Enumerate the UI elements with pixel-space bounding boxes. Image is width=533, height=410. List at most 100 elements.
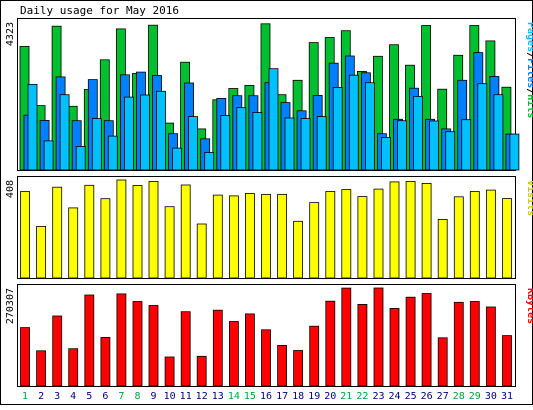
bar-visits-day-19 (309, 202, 320, 279)
series-label-part: / (525, 52, 533, 58)
bar-visits-day-27 (437, 218, 448, 279)
series-label-visits: Visits (525, 180, 533, 216)
bar-kbytes-day-31 (502, 335, 512, 387)
series-label-part: / (525, 88, 533, 94)
bar-pages-day-7 (124, 96, 134, 171)
bar-visits-day-12 (196, 223, 207, 279)
x-tick-label-day-17: 17 (276, 391, 288, 402)
bar-kbytes-day-28 (453, 301, 464, 387)
series-label-part: KBytes (525, 288, 533, 324)
bar-pages-day-11 (188, 116, 199, 171)
bar-kbytes-day-24 (389, 307, 400, 387)
x-tick-label-day-29: 29 (469, 391, 481, 402)
x-tick-label-day-27: 27 (437, 391, 449, 402)
x-tick-label-day-18: 18 (292, 391, 304, 402)
x-tick-label-day-5: 5 (86, 391, 92, 402)
bar-pages-day-25 (413, 96, 423, 171)
bar-pages-day-17 (284, 117, 295, 171)
bar-pages-day-8 (140, 94, 150, 171)
bar-visits-day-4 (68, 207, 79, 279)
bar-pages-day-14 (236, 107, 247, 171)
x-tick-label-day-23: 23 (372, 391, 384, 402)
bar-pages-day-28 (461, 119, 472, 171)
bar-visits-day-1 (20, 191, 30, 279)
x-tick-label-day-8: 8 (134, 391, 140, 402)
bar-pages-day-3 (59, 94, 70, 171)
bar-pages-day-21 (348, 74, 359, 171)
bar-visits-day-3 (52, 186, 63, 279)
bar-kbytes-day-2 (36, 350, 46, 387)
series-label-part: Visits (525, 180, 533, 216)
x-tick-label-day-24: 24 (388, 391, 400, 402)
ymax-label-hits-files-pages: 4323 (5, 22, 16, 46)
chart-title: Daily usage for May 2016 (20, 4, 179, 17)
x-tick-label-day-2: 2 (38, 391, 44, 402)
bar-visits-day-29 (469, 191, 480, 279)
bar-pages-day-23 (380, 137, 391, 171)
bar-pages-day-31 (509, 133, 520, 171)
bar-kbytes-day-23 (373, 287, 384, 387)
bar-pages-day-10 (172, 147, 183, 171)
bar-visits-day-8 (132, 185, 143, 279)
bar-visits-day-23 (373, 188, 384, 279)
bar-visits-day-30 (485, 189, 496, 279)
bar-kbytes-day-27 (437, 337, 448, 387)
bar-visits-day-18 (293, 220, 304, 279)
bar-kbytes-day-3 (52, 315, 63, 387)
bar-pages-day-15 (252, 112, 263, 171)
series-label-kbytes: KBytes (525, 288, 533, 324)
bar-visits-day-6 (100, 198, 111, 279)
bar-kbytes-day-16 (261, 329, 271, 387)
bar-kbytes-day-14 (228, 321, 239, 387)
bar-visits-day-26 (421, 182, 432, 279)
bar-visits-day-25 (405, 180, 416, 279)
x-tick-label-day-10: 10 (164, 391, 176, 402)
bar-kbytes-day-8 (132, 301, 143, 387)
x-tick-label-day-19: 19 (308, 391, 320, 402)
bar-pages-day-9 (156, 90, 166, 171)
bar-pages-day-27 (445, 131, 456, 171)
bar-visits-day-22 (357, 196, 368, 279)
x-tick-label-day-7: 7 (118, 391, 124, 402)
bar-kbytes-day-4 (68, 348, 79, 387)
x-tick-label-day-28: 28 (453, 391, 465, 402)
bar-visits-day-21 (341, 189, 352, 279)
x-tick-label-day-4: 4 (70, 391, 76, 402)
bar-kbytes-day-29 (469, 301, 480, 387)
bar-pages-day-29 (477, 83, 488, 171)
bar-visits-day-28 (453, 196, 464, 279)
bar-kbytes-day-13 (212, 309, 223, 387)
bar-pages-day-30 (493, 94, 504, 171)
bar-visits-day-14 (228, 195, 239, 279)
bar-visits-day-10 (164, 206, 175, 279)
bar-pages-day-13 (220, 115, 231, 171)
bar-kbytes-day-7 (116, 293, 127, 387)
x-tick-label-day-26: 26 (421, 391, 433, 402)
series-label-part: Hits (525, 94, 533, 118)
bar-kbytes-day-30 (485, 306, 496, 387)
bar-kbytes-day-5 (84, 294, 95, 387)
bar-visits-day-31 (502, 198, 512, 279)
bar-kbytes-day-25 (405, 296, 416, 387)
bar-kbytes-day-6 (100, 336, 111, 387)
x-tick-label-day-16: 16 (260, 391, 272, 402)
x-tick-label-day-15: 15 (244, 391, 256, 402)
ymax-label-visits: 408 (5, 180, 16, 198)
bar-pages-day-18 (300, 118, 311, 171)
x-tick-label-day-1: 1 (22, 391, 28, 402)
bar-visits-day-15 (244, 193, 255, 279)
bar-kbytes-day-22 (357, 303, 368, 387)
bar-pages-day-20 (332, 87, 343, 171)
series-label-part: Pages (525, 22, 533, 52)
bar-pages-day-24 (397, 120, 407, 171)
x-tick-label-day-12: 12 (196, 391, 208, 402)
bar-visits-day-24 (389, 181, 400, 279)
bar-pages-day-19 (316, 116, 327, 171)
bar-kbytes-day-1 (20, 327, 30, 387)
x-tick-label-day-13: 13 (212, 391, 224, 402)
bar-kbytes-day-17 (277, 344, 288, 387)
bar-kbytes-day-9 (148, 305, 159, 387)
bar-pages-day-1 (27, 84, 38, 171)
